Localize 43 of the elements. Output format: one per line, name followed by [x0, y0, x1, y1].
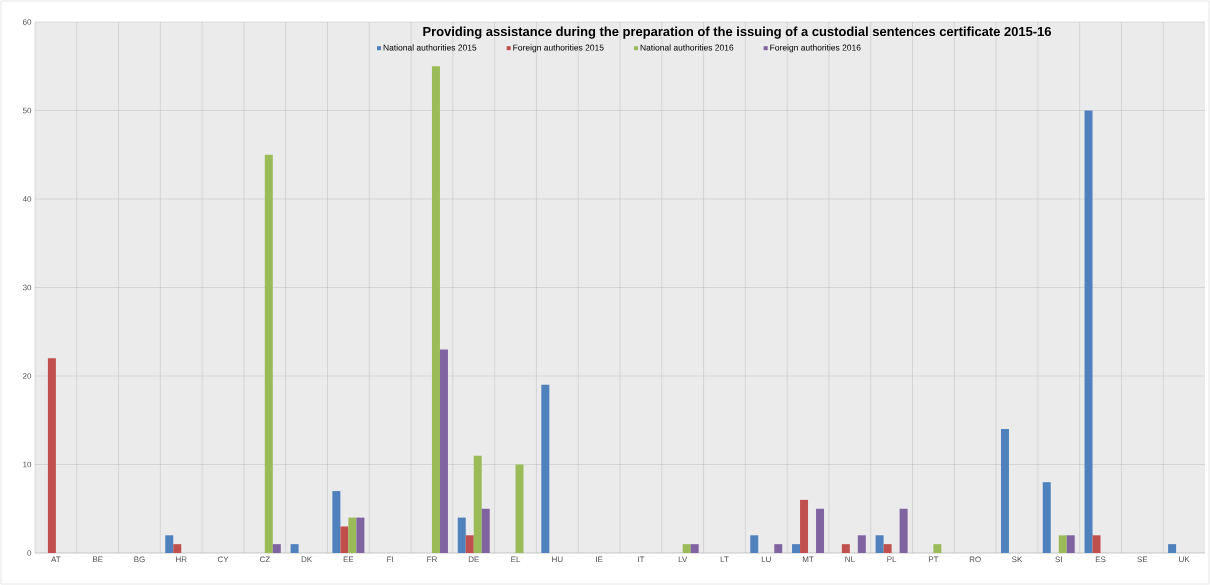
bar: [875, 535, 884, 553]
bar: [792, 544, 801, 553]
legend-label: National authorities 2016: [640, 44, 734, 51]
bar: [883, 544, 892, 553]
bar: [332, 491, 341, 553]
bar: [473, 455, 482, 553]
bar: [340, 526, 349, 553]
bar: [1042, 482, 1051, 553]
bar: [750, 535, 759, 553]
bar: [272, 544, 281, 553]
legend-label: Foreign authorities 2016: [770, 44, 861, 53]
bar: [933, 544, 942, 553]
chart-title: Providing assistance during the preparation of the issuing of a custodial sentences certificate 2015-16: [423, 26, 1052, 39]
bar: [690, 544, 699, 553]
bar: [800, 499, 809, 553]
bar: [439, 349, 448, 553]
bar: [1066, 535, 1075, 553]
bar: [541, 384, 550, 553]
bar: [841, 544, 850, 553]
bar: [682, 544, 691, 553]
bar: [431, 66, 440, 553]
bar: [165, 535, 174, 553]
bar: [1084, 110, 1093, 553]
bar: [173, 544, 182, 553]
bar: [348, 517, 357, 553]
bar: [899, 508, 908, 553]
bar: [774, 544, 783, 553]
bar: [1168, 544, 1177, 553]
bar: [47, 358, 56, 553]
bar: [356, 517, 365, 553]
bar: [290, 544, 299, 553]
bar: [1058, 535, 1067, 553]
legend-label: Foreign authorities 2015: [513, 44, 604, 53]
legend-label: National authorities 2015: [383, 44, 477, 51]
bar: [1092, 535, 1101, 553]
bar: [481, 508, 490, 553]
bar: [1000, 429, 1009, 553]
bar: [465, 535, 474, 553]
bar: [457, 517, 466, 553]
bar: [816, 508, 825, 553]
bar: [857, 535, 866, 553]
bar: [515, 464, 524, 553]
bar: [264, 154, 273, 553]
